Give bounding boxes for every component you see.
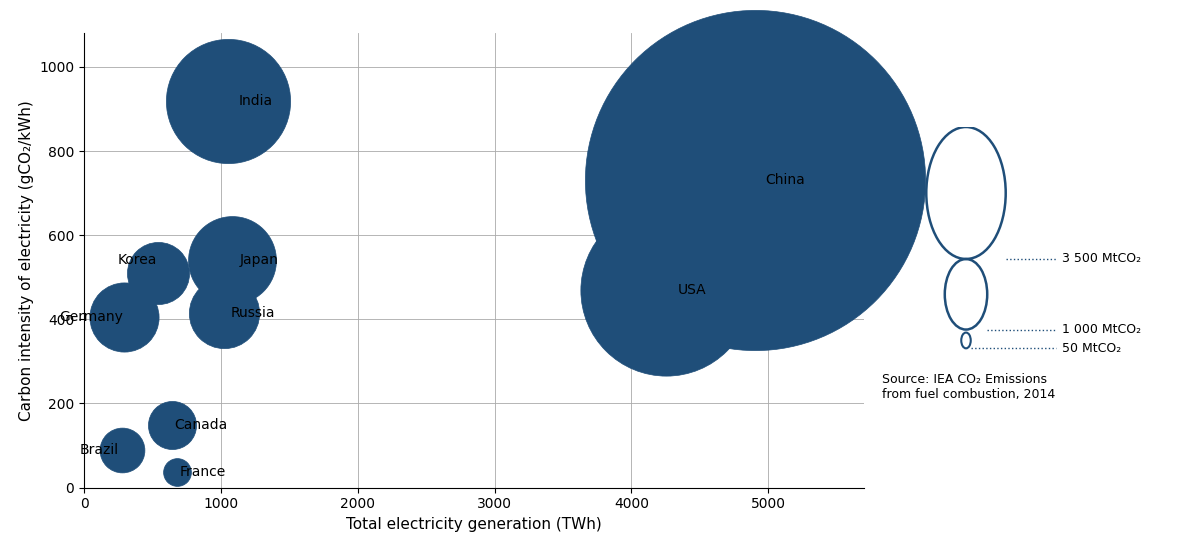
Text: China: China: [766, 173, 805, 187]
Text: India: India: [239, 94, 272, 107]
Text: Source: IEA CO₂ Emissions
from fuel combustion, 2014: Source: IEA CO₂ Emissions from fuel comb…: [882, 373, 1055, 401]
Text: Germany: Germany: [59, 310, 124, 324]
Point: [214, 309, 233, 317]
Point: [112, 445, 131, 454]
Y-axis label: Carbon intensity of electricity (gCO₂/kWh): Carbon intensity of electricity (gCO₂/kW…: [18, 100, 34, 420]
Point: [115, 312, 134, 321]
Point: [218, 96, 238, 105]
Point: [656, 285, 676, 294]
Text: Canada: Canada: [174, 418, 228, 432]
Point: [168, 467, 187, 476]
Point: [149, 269, 168, 278]
Point: [222, 256, 241, 265]
Point: [162, 421, 181, 430]
Text: Japan: Japan: [239, 253, 278, 268]
Text: Korea: Korea: [118, 253, 156, 268]
Text: USA: USA: [678, 283, 707, 297]
X-axis label: Total electricity generation (TWh): Total electricity generation (TWh): [346, 517, 602, 532]
Text: France: France: [180, 465, 227, 479]
Text: Brazil: Brazil: [79, 443, 119, 456]
Text: 1 000 MtCO₂: 1 000 MtCO₂: [1062, 323, 1141, 336]
Text: Russia: Russia: [232, 306, 276, 320]
Text: 50 MtCO₂: 50 MtCO₂: [1062, 342, 1121, 355]
Point: [745, 176, 764, 185]
Text: 3 500 MtCO₂: 3 500 MtCO₂: [1062, 253, 1141, 265]
